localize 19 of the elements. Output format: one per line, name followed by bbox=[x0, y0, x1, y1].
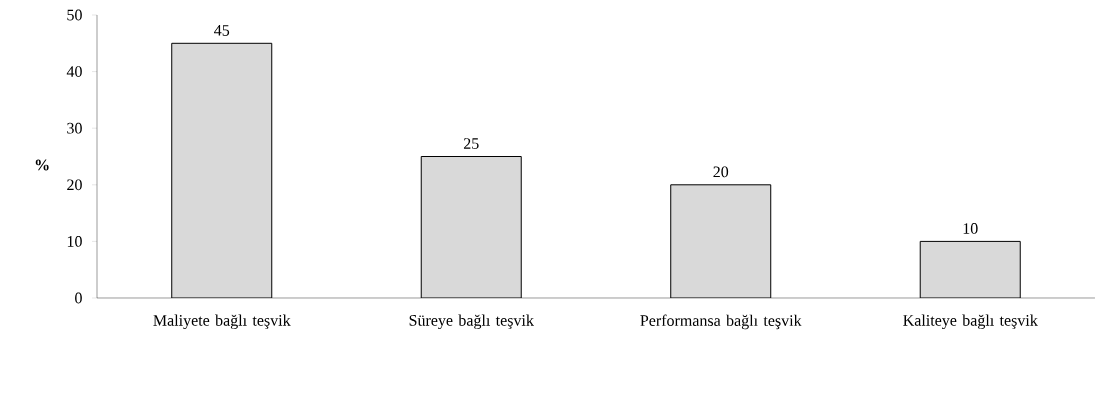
x-tick-label: Kaliteye bağlı teşvik bbox=[903, 314, 1038, 330]
bar bbox=[919, 240, 1021, 298]
data-label: 20 bbox=[713, 166, 729, 178]
data-label: 25 bbox=[463, 138, 479, 149]
y-tick-label: 0 bbox=[75, 292, 82, 304]
y-tick-label: 20 bbox=[67, 179, 82, 191]
y-tick-label: 10 bbox=[67, 236, 82, 247]
y-tick-label: 50 bbox=[67, 9, 82, 21]
data-label: 45 bbox=[214, 25, 230, 36]
x-tick-label: Maliyete bağlı teşvik bbox=[153, 314, 291, 330]
x-tick-label: Süreye bağlı teşvik bbox=[409, 314, 534, 330]
y-tick-label: 40 bbox=[66, 66, 82, 77]
bar bbox=[670, 184, 772, 298]
bar bbox=[171, 42, 273, 298]
bar bbox=[420, 156, 522, 298]
y-axis-title: % bbox=[35, 159, 49, 171]
x-tick-label: Performansa bağlı teşvik bbox=[640, 314, 802, 330]
y-tick-label: 30 bbox=[67, 122, 82, 134]
data-label: 10 bbox=[963, 223, 978, 234]
